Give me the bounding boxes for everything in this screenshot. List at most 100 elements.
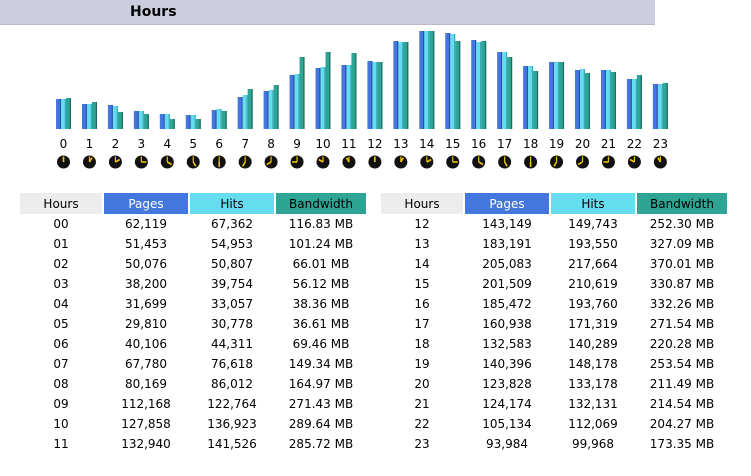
pages-cell: 201,509 xyxy=(482,277,532,291)
bandwidth-cell: 164.97 MB xyxy=(288,377,354,391)
bar-bandwidth xyxy=(247,89,253,129)
bar-pages xyxy=(626,79,632,129)
x-tick-label: 12 xyxy=(367,137,382,151)
bar-hits xyxy=(476,42,482,129)
clock-icon xyxy=(238,155,252,169)
hour-cell: 13 xyxy=(414,237,430,251)
col-header-pages: Pages xyxy=(104,193,188,214)
bar-pages xyxy=(211,110,217,129)
bar-pages-shade xyxy=(163,114,165,129)
bar-bandwidth xyxy=(117,112,123,129)
bar-pages xyxy=(523,66,529,129)
hour-cell: 23 xyxy=(414,437,430,451)
section-header: Hours xyxy=(0,0,655,25)
clock-icon xyxy=(498,155,512,169)
bar-bandwidth xyxy=(610,72,616,129)
col-header-hits: Hits xyxy=(551,193,635,214)
clock-icon xyxy=(264,155,278,169)
bar-bandwidth xyxy=(455,41,461,129)
bar-bandwidth xyxy=(507,57,513,129)
bandwidth-cell: 370.01 MB xyxy=(649,257,715,271)
x-tick-label: 6 xyxy=(215,137,223,151)
bar-bandwidth-shade xyxy=(433,31,435,129)
x-tick-label: 8 xyxy=(267,137,275,151)
x-tick-label: 19 xyxy=(549,137,564,151)
hour-cell: 16 xyxy=(414,297,430,311)
col-header-hours: Hours xyxy=(20,193,102,214)
bar-pages-shade xyxy=(578,70,580,129)
hits-cell: 193,760 xyxy=(568,297,618,311)
col-header-pages: Pages xyxy=(465,193,549,214)
bar-hits xyxy=(605,70,611,129)
bar-pages-shade xyxy=(319,68,321,129)
bar-pages-shade xyxy=(59,99,61,129)
bar-bandwidth-shade xyxy=(225,111,227,129)
clock-icon xyxy=(82,155,96,169)
x-tick-label: 7 xyxy=(241,137,249,151)
bar-pages-shade xyxy=(449,33,451,129)
clock-icon xyxy=(446,155,460,169)
bar-hits xyxy=(631,79,637,129)
bar-hits xyxy=(372,62,378,129)
bar-pages xyxy=(393,41,399,129)
bar-bandwidth-shade xyxy=(329,52,331,129)
bar-bandwidth xyxy=(273,85,279,129)
bar-hits-shade xyxy=(583,69,585,129)
bandwidth-cell: 289.64 MB xyxy=(288,417,354,431)
table-row: 00 62,119 67,362 116.83 MB xyxy=(20,214,366,234)
bandwidth-cell: 271.43 MB xyxy=(288,397,354,411)
bar-bandwidth-shade xyxy=(199,119,201,129)
hits-cell: 133,178 xyxy=(568,377,618,391)
bar-pages xyxy=(237,97,243,129)
table-row: 15 201,509 210,619 330.87 MB xyxy=(381,274,727,294)
bar-bandwidth-shade xyxy=(69,98,71,129)
bar-hits xyxy=(424,31,430,129)
hits-cell: 99,968 xyxy=(572,437,614,451)
x-tick-label: 0 xyxy=(60,137,68,151)
bar-hits-shade xyxy=(454,34,456,129)
bandwidth-cell: 116.83 MB xyxy=(288,217,354,231)
bar-hits xyxy=(294,74,300,129)
clock-icon xyxy=(472,155,486,169)
hits-cell: 54,953 xyxy=(211,237,253,251)
x-tick-label: 4 xyxy=(163,137,171,151)
table-row: 09 112,168 122,764 271.43 MB xyxy=(20,394,366,414)
bar-pages xyxy=(81,104,87,129)
pages-cell: 50,076 xyxy=(125,257,167,271)
bar-hits xyxy=(268,90,274,129)
bar-hits-shade xyxy=(531,66,534,129)
hits-cell: 50,807 xyxy=(211,257,253,271)
hits-cell: 44,311 xyxy=(211,337,253,351)
clock-icon xyxy=(368,155,382,169)
bar-pages-shade xyxy=(604,70,606,129)
clock-icon xyxy=(342,155,356,169)
clock-icon xyxy=(524,155,538,169)
bar-bandwidth xyxy=(91,102,97,129)
bar-hits-shade xyxy=(272,90,274,129)
table-row: 16 185,472 193,760 332.26 MB xyxy=(381,294,727,314)
x-tick-label: 2 xyxy=(112,137,120,151)
pages-cell: 185,472 xyxy=(482,297,532,311)
bar-bandwidth xyxy=(429,31,435,129)
table-row: 01 51,453 54,953 101.24 MB xyxy=(20,234,366,254)
clock-icon xyxy=(186,155,200,169)
hits-cell: 122,764 xyxy=(207,397,257,411)
bar-bandwidth-shade xyxy=(147,114,149,129)
bar-bandwidth-shade xyxy=(640,75,642,129)
hours-table-left: Hours Pages Hits Bandwidth 00 62,119 67,36… xyxy=(18,193,368,454)
hits-cell: 67,362 xyxy=(211,217,253,231)
hits-cell: 76,618 xyxy=(211,357,253,371)
bar-hits xyxy=(502,52,508,129)
x-tick-label: 20 xyxy=(575,137,590,151)
pages-cell: 51,453 xyxy=(125,237,167,251)
bar-bandwidth xyxy=(195,119,201,129)
table-row: 07 67,780 76,618 149.34 MB xyxy=(20,354,366,374)
x-tick-label: 15 xyxy=(445,137,460,151)
bandwidth-cell: 36.61 MB xyxy=(292,317,350,331)
pages-cell: 40,106 xyxy=(125,337,167,351)
bandwidth-cell: 211.49 MB xyxy=(649,377,715,391)
bar-bandwidth-shade xyxy=(588,73,590,129)
bar-hits xyxy=(112,106,118,129)
hour-cell: 15 xyxy=(414,277,430,291)
bar-pages-shade xyxy=(111,105,113,129)
